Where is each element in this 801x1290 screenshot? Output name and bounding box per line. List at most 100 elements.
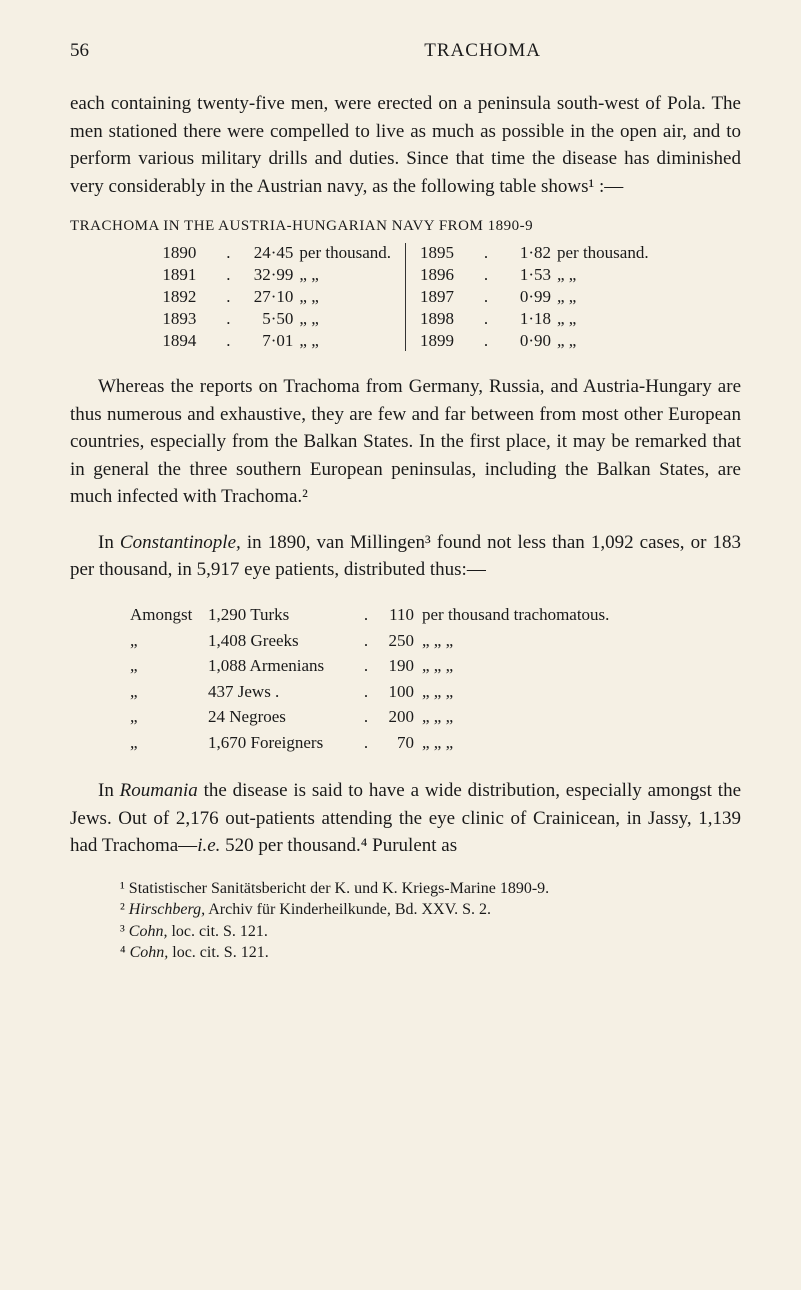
fn2-em: Hirschberg, xyxy=(129,901,205,918)
table-row: 1896 . 1·53 „ „ xyxy=(420,265,649,285)
dot-cell: . xyxy=(476,287,496,307)
fn3-em: Cohn, xyxy=(129,923,168,940)
rest-cell: „ „ „ xyxy=(414,704,453,730)
dot-cell: . xyxy=(358,602,374,628)
group-cell: 24 Negroes xyxy=(208,704,358,730)
rest-cell: „ „ „ xyxy=(414,679,453,705)
year-cell: 1895 xyxy=(420,243,476,263)
year-cell: 1893 xyxy=(162,309,218,329)
distribution-list: Amongst 1,290 Turks . 110 per thousand t… xyxy=(130,602,741,755)
unit-cell: per thousand. xyxy=(293,243,391,263)
fn2-post: Archiv für Kinderheilkunde, Bd. XXV. S. … xyxy=(205,901,491,918)
value-cell: 27·10 xyxy=(238,287,293,307)
value-cell: 0·99 xyxy=(496,287,551,307)
para3-pre: In xyxy=(98,532,120,553)
paragraph-4: In Roumania the disease is said to have … xyxy=(70,777,741,860)
para4-ie: i.e. xyxy=(197,835,220,856)
dot-cell: . xyxy=(476,331,496,351)
unit-cell: „ „ xyxy=(293,265,318,285)
dot-cell: . xyxy=(358,679,374,705)
footnote-4: ⁴ Cohn, loc. cit. S. 121. xyxy=(120,942,741,964)
lead-cell: „ xyxy=(130,653,208,679)
value-cell: 32·99 xyxy=(238,265,293,285)
dot-cell: . xyxy=(358,704,374,730)
num-cell: 110 xyxy=(374,602,414,628)
lead-cell: „ xyxy=(130,679,208,705)
navy-table: 1890 . 24·45 per thousand. 1891 . 32·99 … xyxy=(70,243,741,351)
unit-cell: „ „ xyxy=(293,331,318,351)
navy-table-right-col: 1895 . 1·82 per thousand. 1896 . 1·53 „ … xyxy=(420,243,649,351)
lead-cell: „ xyxy=(130,730,208,756)
year-cell: 1896 xyxy=(420,265,476,285)
fn4-post: loc. cit. S. 121. xyxy=(168,944,268,961)
num-cell: 190 xyxy=(374,653,414,679)
value-cell: 1·18 xyxy=(496,309,551,329)
group-cell: 1,408 Greeks xyxy=(208,628,358,654)
table-divider xyxy=(405,243,406,351)
unit-cell: „ „ xyxy=(551,265,576,285)
num-cell: 250 xyxy=(374,628,414,654)
unit-cell: „ „ xyxy=(551,331,576,351)
dot-cell: . xyxy=(218,287,238,307)
fn4-em: Cohn, xyxy=(130,944,169,961)
fn4-pre: ⁴ xyxy=(120,944,130,961)
navy-table-heading: TRACHOMA IN THE AUSTRIA-HUNGARIAN NAVY F… xyxy=(70,218,741,235)
dot-cell: . xyxy=(218,331,238,351)
year-cell: 1899 xyxy=(420,331,476,351)
dot-cell: . xyxy=(358,730,374,756)
table-row: 1892 . 27·10 „ „ xyxy=(162,287,391,307)
paragraph-2: Whereas the reports on Trachoma from Ger… xyxy=(70,373,741,511)
para4-post: 520 per thousand.⁴ Purulent as xyxy=(220,835,457,856)
dot-cell: . xyxy=(476,243,496,263)
unit-cell: per thousand. xyxy=(551,243,649,263)
fn3-post: loc. cit. S. 121. xyxy=(167,923,267,940)
unit-cell: „ „ xyxy=(293,309,318,329)
footnote-1: ¹ Statistischer Sanitätsbericht der K. u… xyxy=(120,878,741,900)
page-number: 56 xyxy=(70,40,89,62)
running-head: TRACHOMA xyxy=(424,40,541,62)
year-cell: 1894 xyxy=(162,331,218,351)
navy-table-left-col: 1890 . 24·45 per thousand. 1891 . 32·99 … xyxy=(162,243,391,351)
fn3-pre: ³ xyxy=(120,923,129,940)
page: 56 TRACHOMA each containing twenty-five … xyxy=(0,0,801,1004)
value-cell: 24·45 xyxy=(238,243,293,263)
table-row: 1897 . 0·99 „ „ xyxy=(420,287,649,307)
rest-cell: „ „ „ xyxy=(414,730,453,756)
table-row: 1890 . 24·45 per thousand. xyxy=(162,243,391,263)
lead-cell: „ xyxy=(130,704,208,730)
para4-em: Roumania xyxy=(120,780,198,801)
lead-cell: Amongst xyxy=(130,602,208,628)
num-cell: 100 xyxy=(374,679,414,705)
year-cell: 1891 xyxy=(162,265,218,285)
dot-cell: . xyxy=(476,309,496,329)
list-item: „ 437 Jews . . 100 „ „ „ xyxy=(130,679,741,705)
dot-cell: . xyxy=(476,265,496,285)
dot-cell: . xyxy=(218,265,238,285)
dot-cell: . xyxy=(358,653,374,679)
year-cell: 1890 xyxy=(162,243,218,263)
rest-cell: „ „ „ xyxy=(414,628,453,654)
year-cell: 1892 xyxy=(162,287,218,307)
unit-cell: „ „ xyxy=(551,309,576,329)
dot-cell: . xyxy=(218,243,238,263)
rest-cell: per thousand trachomatous. xyxy=(414,602,609,628)
list-item: „ 1,088 Armenians . 190 „ „ „ xyxy=(130,653,741,679)
table-row: 1891 . 32·99 „ „ xyxy=(162,265,391,285)
list-item: „ 1,670 Foreigners . 70 „ „ „ xyxy=(130,730,741,756)
paragraph-3: In Constantinople, in 1890, van Millinge… xyxy=(70,529,741,584)
footnote-2: ² Hirschberg, Archiv für Kinderheilkunde… xyxy=(120,899,741,921)
table-row: 1898 . 1·18 „ „ xyxy=(420,309,649,329)
dot-cell: . xyxy=(358,628,374,654)
paragraph-1: each containing twenty-five men, were er… xyxy=(70,90,741,200)
year-cell: 1898 xyxy=(420,309,476,329)
table-row: 1895 . 1·82 per thousand. xyxy=(420,243,649,263)
para4-pre: In xyxy=(98,780,120,801)
num-cell: 200 xyxy=(374,704,414,730)
fn2-pre: ² xyxy=(120,901,129,918)
list-item: Amongst 1,290 Turks . 110 per thousand t… xyxy=(130,602,741,628)
footnote-3: ³ Cohn, loc. cit. S. 121. xyxy=(120,921,741,943)
value-cell: 7·01 xyxy=(238,331,293,351)
group-cell: 1,290 Turks xyxy=(208,602,358,628)
year-cell: 1897 xyxy=(420,287,476,307)
unit-cell: „ „ xyxy=(551,287,576,307)
